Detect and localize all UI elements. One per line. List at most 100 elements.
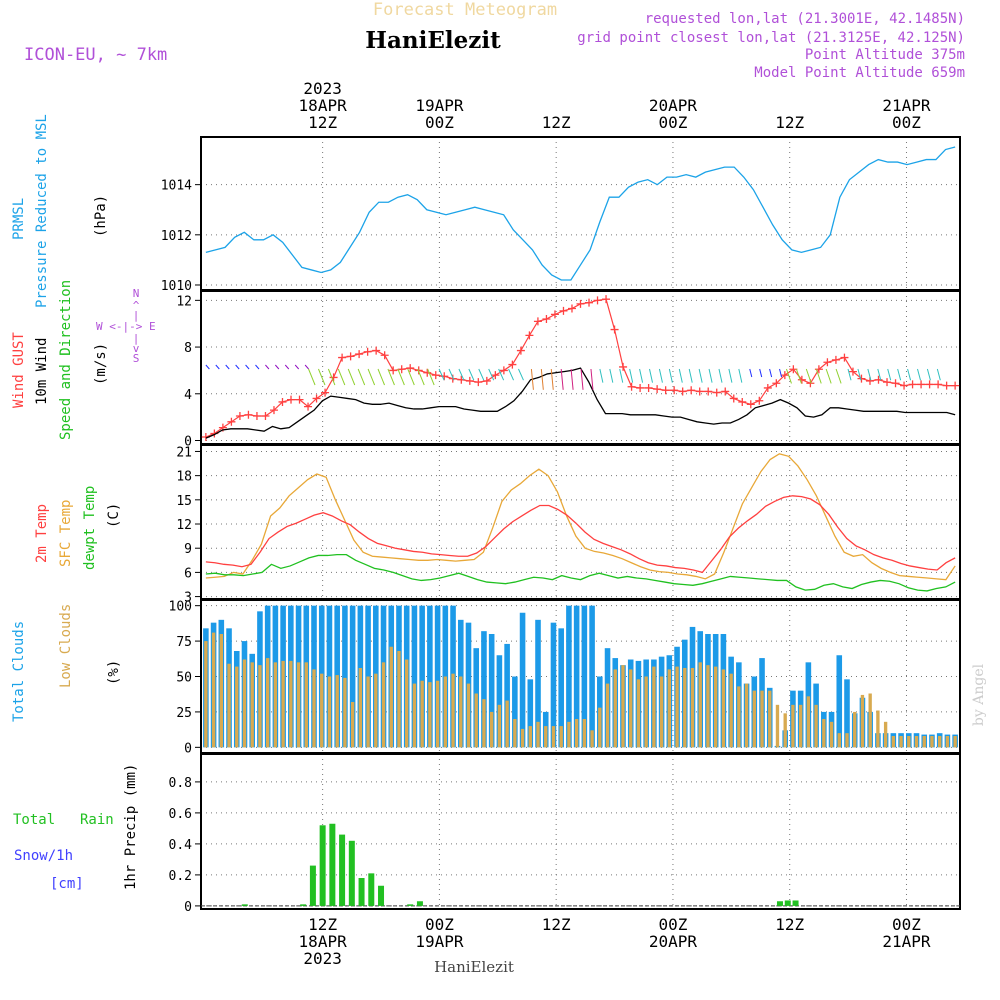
rain-bar	[368, 873, 375, 906]
wind-arrow	[688, 368, 693, 383]
low-cloud-bar	[405, 659, 409, 748]
label-prmsl: PRMSL	[11, 198, 27, 240]
pressure-line	[205, 146, 956, 281]
time-label-bottom: 00Z	[892, 915, 921, 934]
gust-marker	[857, 374, 866, 383]
wind-arrow	[668, 368, 673, 383]
ytick-label: 100	[169, 600, 192, 615]
gust-marker	[823, 358, 832, 367]
wind-labels: Wind GUST 10m Wind Speed and Direction (…	[11, 280, 109, 440]
gust-marker	[423, 368, 432, 377]
ytick-label: 1012	[161, 229, 192, 244]
time-label-bottom: 2023	[303, 949, 342, 968]
low-cloud-bar	[420, 680, 424, 748]
low-cloud-bar	[768, 690, 772, 748]
gust-marker	[746, 400, 755, 409]
wind-arrow	[205, 364, 210, 370]
wind-arrow	[478, 368, 485, 381]
gust-marker	[585, 298, 594, 307]
wind-arrow	[629, 368, 634, 383]
wind-arrow	[917, 368, 921, 381]
gust-marker	[465, 376, 474, 385]
time-label-bottom: 19APR	[415, 932, 464, 951]
gust-marker	[482, 376, 491, 385]
panel-frame	[200, 136, 961, 291]
svg-text:|: |	[133, 309, 140, 322]
total-cloud-bar	[342, 605, 348, 748]
wind-arrow	[357, 368, 366, 386]
ytick-label: 0	[184, 434, 192, 449]
low-cloud-bar	[443, 676, 447, 748]
wind-arrow	[308, 368, 316, 386]
low-cloud-bar	[551, 726, 556, 748]
low-cloud-bar	[289, 660, 293, 748]
gust-marker	[440, 372, 449, 381]
label-rain: Rain	[80, 812, 114, 828]
wind-arrow	[718, 368, 723, 383]
wind-arrow	[590, 368, 594, 390]
low-cloud-bar	[335, 675, 339, 748]
total-cloud-bar	[558, 628, 564, 748]
total-cloud-bar	[527, 679, 534, 748]
wind-arrow	[284, 364, 290, 370]
low-cloud-bar	[907, 736, 911, 748]
low-cloud-bar	[466, 683, 471, 748]
gust-marker	[227, 417, 236, 426]
gust-marker	[602, 295, 611, 304]
wind-arrow	[265, 364, 270, 370]
gust-marker	[499, 366, 508, 375]
wind-arrow	[708, 368, 713, 383]
gust-marker	[389, 366, 398, 375]
low-cloud-bar	[814, 704, 818, 748]
total-cloud-bar	[411, 605, 418, 748]
total-cloud-bar	[581, 605, 588, 748]
gust-marker	[525, 331, 534, 340]
gust-marker	[287, 395, 296, 404]
2m-temp-line	[205, 495, 956, 574]
low-cloud-bar	[783, 713, 787, 748]
requested-coords: requested lon,lat (21.3001E, 42.1485N)	[645, 11, 965, 27]
total-cloud-bar	[519, 612, 526, 748]
low-cloud-bar	[482, 699, 486, 748]
wind-arrow	[427, 368, 435, 386]
time-label-top: 12Z	[775, 113, 804, 132]
label-celsius: (C)	[106, 503, 122, 528]
wind-arrow	[337, 368, 346, 386]
wind-arrow	[857, 368, 862, 381]
gust-marker	[755, 396, 764, 405]
rain-bar	[416, 901, 423, 906]
rain-bar	[358, 878, 365, 906]
wind-arrow	[678, 368, 683, 383]
low-cloud-bar	[605, 683, 610, 748]
ytick-label: 6	[184, 566, 192, 581]
low-cloud-bar	[752, 690, 756, 748]
low-cloud-bar	[343, 677, 347, 748]
time-label-top: 19APR	[415, 96, 464, 115]
label-percent: (%)	[106, 660, 122, 685]
low-cloud-bar	[690, 668, 695, 748]
rain-bar	[407, 904, 414, 906]
wind-arrow	[759, 368, 763, 378]
low-cloud-bar	[567, 721, 571, 748]
total-cloud-bar	[512, 676, 518, 748]
low-cloud-bar	[636, 679, 641, 748]
rain-bar	[339, 834, 346, 906]
label-total: Total	[13, 812, 55, 828]
low-cloud-bar	[505, 700, 509, 748]
low-cloud-bar	[350, 702, 355, 748]
gust-marker	[516, 346, 525, 355]
compass-rose: N ^ | W <-|-> E | v S	[96, 287, 156, 365]
gust-marker	[653, 385, 662, 394]
rain-bar	[776, 901, 783, 906]
gust-marker	[704, 387, 713, 396]
low-cloud-bar	[459, 676, 463, 748]
wind-arrow	[570, 368, 574, 390]
wind-arrow	[887, 368, 892, 381]
low-cloud-bar	[914, 736, 919, 748]
gust-marker	[874, 375, 883, 384]
ytick-label: 75	[176, 635, 192, 650]
gust-marker	[380, 351, 389, 360]
gridpoint-coords: grid point closest lon,lat (21.3125E, 42…	[577, 30, 965, 46]
wind-arrow	[377, 368, 385, 386]
ytick-label: 1010	[161, 279, 192, 294]
